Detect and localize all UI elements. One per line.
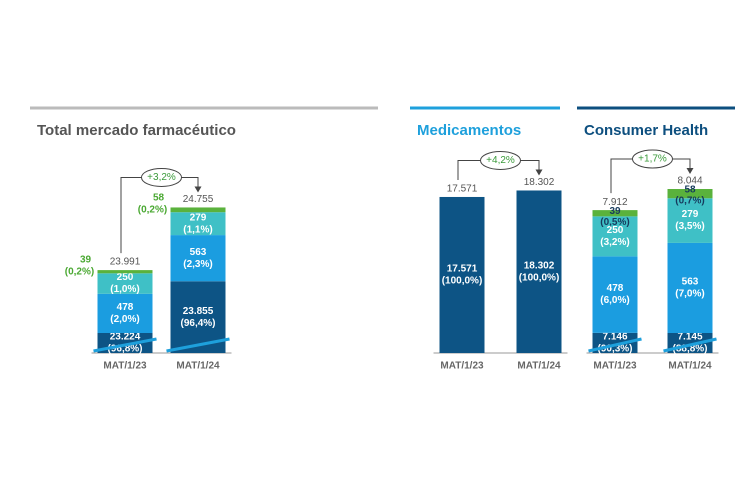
category-label: MAT/1/24	[176, 361, 220, 372]
bar-segment	[667, 242, 713, 333]
growth-label: +4,2%	[486, 155, 515, 166]
panel-title: Consumer Health	[584, 122, 708, 139]
bar-segment	[439, 196, 485, 353]
bar-segment	[592, 256, 638, 333]
share-label: (90,3%)	[597, 344, 632, 355]
category-label: MAT/1/24	[668, 361, 712, 372]
value-label: 58	[153, 192, 165, 203]
bar-segment	[170, 212, 226, 236]
value-label: 7.146	[602, 332, 627, 343]
total-label: 17.571	[447, 184, 478, 195]
value-label: 18.302	[524, 260, 555, 271]
value-label: 23.855	[183, 306, 214, 317]
total-label: 23.991	[110, 257, 141, 268]
bar-segment	[592, 216, 638, 257]
growth-label: +3,2%	[147, 172, 176, 183]
value-label: 7.145	[677, 332, 702, 343]
bar-segment	[97, 273, 153, 294]
total-label: 24.755	[183, 194, 214, 205]
category-label: MAT/1/23	[593, 361, 637, 372]
share-label: (2,3%)	[183, 259, 212, 270]
value-label: 250	[607, 225, 624, 236]
value-label: 17.571	[447, 264, 478, 275]
category-label: MAT/1/23	[103, 361, 147, 372]
value-label: 563	[190, 247, 207, 258]
total-label: 8.044	[677, 176, 702, 187]
share-label: (100,0%)	[442, 276, 483, 287]
share-label: (100,0%)	[519, 272, 560, 283]
bar-segment	[170, 207, 226, 213]
panel-title: Medicamentos	[417, 122, 521, 139]
bar-segment	[97, 270, 153, 274]
growth-arrow	[194, 186, 202, 193]
growth-badge	[632, 149, 673, 169]
share-label: (3,2%)	[600, 237, 629, 248]
share-label: (0,5%)	[600, 217, 629, 228]
bar-segment	[667, 189, 713, 199]
total-label: 7.912	[602, 197, 627, 208]
bar-segment	[97, 293, 153, 333]
share-label: (96,8%)	[107, 344, 142, 355]
value-label: 39	[80, 254, 92, 265]
axis-break	[93, 337, 157, 353]
growth-label: +1,7%	[638, 154, 667, 165]
share-label: (88,8%)	[672, 344, 707, 355]
category-label: MAT/1/23	[440, 361, 484, 372]
axis-break	[588, 337, 642, 353]
value-label: 478	[607, 283, 624, 294]
share-label: (7,0%)	[675, 289, 704, 300]
share-label: (1,0%)	[110, 284, 139, 295]
panel-title: Total mercado farmacéutico	[37, 122, 236, 139]
share-label: (0,2%)	[65, 266, 94, 277]
growth-badge	[480, 150, 521, 170]
share-label: (1,1%)	[183, 224, 212, 235]
category-label: MAT/1/24	[517, 361, 561, 372]
bar-segment	[667, 198, 713, 243]
share-label: (2,0%)	[110, 314, 139, 325]
value-label: 478	[117, 302, 134, 313]
growth-arrow	[686, 168, 694, 174]
axis-break	[663, 337, 717, 353]
share-label: (0,2%)	[138, 204, 167, 215]
value-label: 23.224	[110, 332, 141, 343]
value-label: 279	[190, 212, 207, 223]
growth-badge	[141, 167, 182, 187]
growth-arrow	[535, 169, 543, 176]
value-label: 250	[117, 272, 134, 283]
value-label: 563	[682, 277, 699, 288]
axis-break	[166, 337, 230, 353]
share-label: (3,5%)	[675, 221, 704, 232]
share-label: (0,7%)	[675, 196, 704, 207]
value-label: 58	[684, 185, 696, 196]
bar-segment	[170, 235, 226, 282]
bar-segment	[592, 210, 638, 217]
share-label: (96,4%)	[180, 318, 215, 329]
total-label: 18.302	[524, 177, 555, 188]
share-label: (6,0%)	[600, 295, 629, 306]
value-label: 279	[682, 209, 699, 220]
bar-segment	[516, 190, 562, 353]
value-label: 39	[609, 206, 621, 217]
